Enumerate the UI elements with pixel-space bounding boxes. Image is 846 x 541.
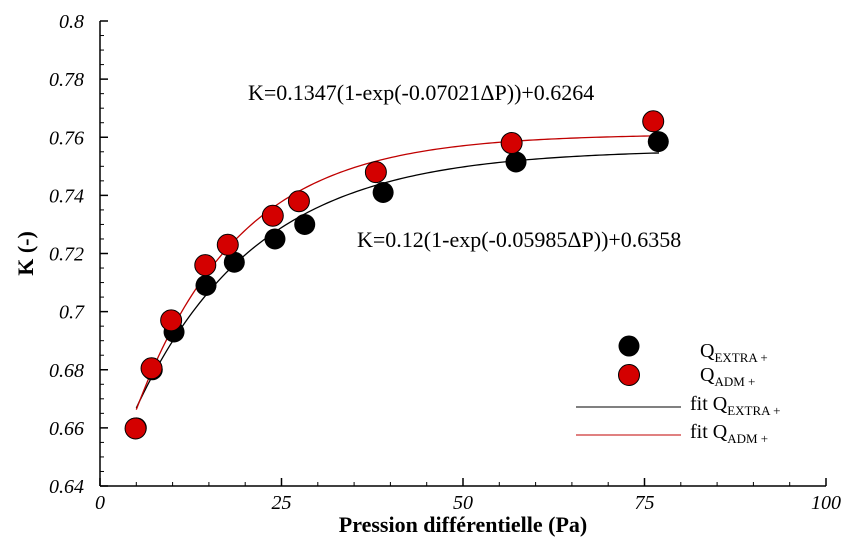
fit-curve xyxy=(135,152,660,409)
data-point-extra xyxy=(223,251,245,273)
y-axis-title: K (-) xyxy=(13,231,38,276)
fit-curve xyxy=(135,135,656,410)
x-tick-label: 75 xyxy=(635,492,655,514)
data-point-extra xyxy=(505,151,527,173)
fit-curves xyxy=(135,135,660,410)
data-point-extra xyxy=(264,228,286,250)
legend-label-adm: QADM + xyxy=(700,364,755,389)
data-point-adm xyxy=(124,417,147,440)
data-point-adm xyxy=(642,110,665,133)
x-tick-label: 0 xyxy=(95,492,105,514)
y-tick-label: 0.78 xyxy=(49,69,84,91)
x-tick-label: 100 xyxy=(811,492,841,514)
y-tick-label: 0.68 xyxy=(49,360,84,382)
x-axis-title: Pression différentielle (Pa) xyxy=(339,512,587,537)
x-tick-label: 25 xyxy=(272,492,292,514)
data-point-extra xyxy=(372,181,394,203)
data-point-adm xyxy=(287,190,310,213)
data-point-extra xyxy=(195,274,217,296)
y-tick-label: 0.74 xyxy=(49,185,84,207)
equation-extra: K=0.12(1-exp(-0.05985ΔP))+0.6358 xyxy=(357,227,681,252)
y-tick-label: 0.7 xyxy=(59,302,85,324)
data-point-extra xyxy=(647,131,669,153)
legend-marker-adm xyxy=(618,364,640,386)
data-point-adm xyxy=(140,357,163,380)
legend-label-fit-adm: fit QADM + xyxy=(690,421,768,446)
x-tick-label: 50 xyxy=(453,492,473,514)
legend-label-fit-extra: fit QEXTRA + xyxy=(690,393,780,418)
y-tick-label: 0.64 xyxy=(49,476,84,498)
data-point-extra xyxy=(294,213,316,235)
data-point-adm xyxy=(500,132,523,155)
y-tick-label: 0.8 xyxy=(59,11,84,33)
legend: QEXTRA + QADM + fit QEXTRA + fit QADM + xyxy=(576,335,780,446)
ticks: 0 25 50 75 100 0.64 0.66 0.68 0.7 0.72 0.74 0.76 0.7… xyxy=(49,11,841,514)
y-tick-label: 0.66 xyxy=(49,418,84,440)
data-point-adm xyxy=(216,233,239,256)
y-tick-label: 0.72 xyxy=(49,244,84,266)
legend-label-extra: QEXTRA + xyxy=(700,340,768,365)
data-point-adm xyxy=(364,161,387,184)
equation-adm: K=0.1347(1-exp(-0.07021ΔP))+0.6264 xyxy=(248,80,594,105)
data-point-adm xyxy=(194,254,217,277)
y-tick-label: 0.76 xyxy=(49,127,84,149)
data-point-adm xyxy=(261,204,284,227)
data-points xyxy=(124,110,669,440)
legend-marker-extra xyxy=(618,335,640,357)
data-point-adm xyxy=(160,309,183,332)
